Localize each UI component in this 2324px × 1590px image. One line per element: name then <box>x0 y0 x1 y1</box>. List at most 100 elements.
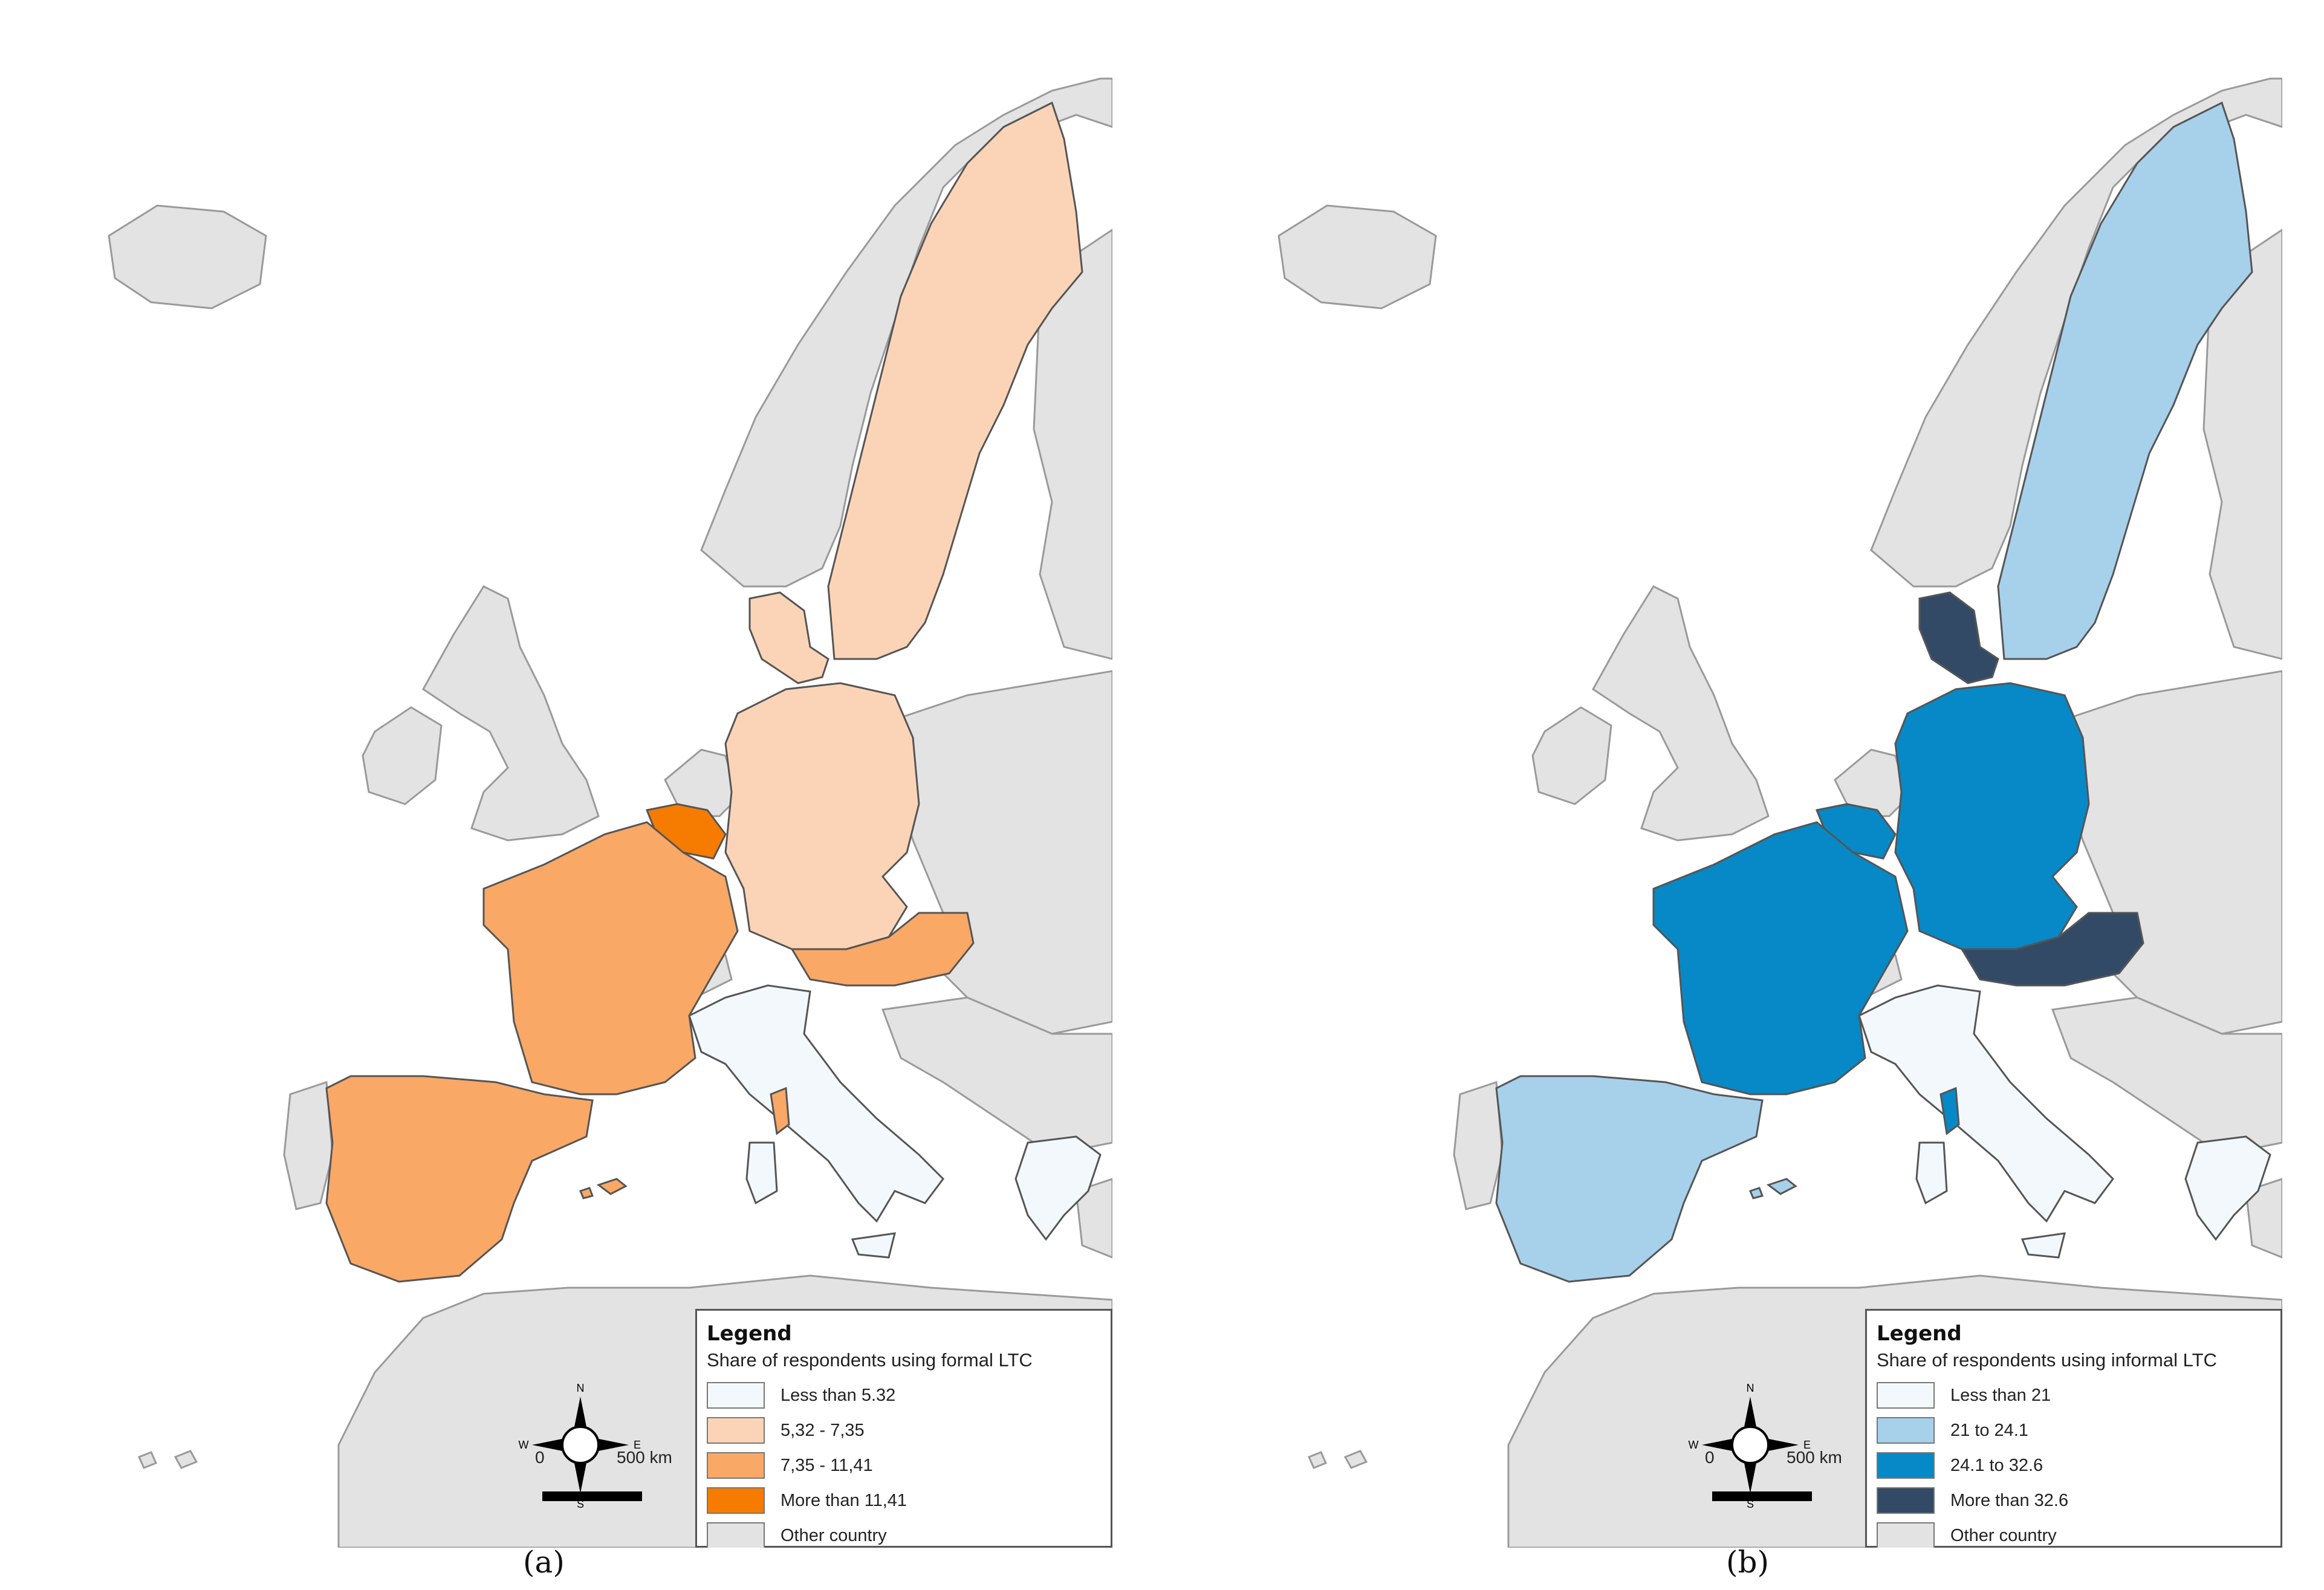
legend-row: 7,35 - 11,41 <box>707 1450 1101 1481</box>
country-spain <box>325 1075 594 1283</box>
legend-rows: Less than 21 21 to 24.1 24.1 to 32.6 More t… <box>1877 1380 2271 1548</box>
scale-bar: 0 500 km <box>1705 1448 1886 1508</box>
compass-rose: N S E W <box>519 1382 641 1510</box>
legend-label: Other country <box>781 1525 887 1545</box>
legend-swatch <box>1877 1522 1935 1548</box>
compass-north: N <box>1747 1382 1754 1394</box>
great-britain <box>422 585 600 842</box>
legend: Legend Share of respondents using inform… <box>1865 1309 2282 1548</box>
canary-islands <box>137 1450 198 1469</box>
legend-swatch <box>707 1522 765 1548</box>
data-countries <box>325 101 1102 1283</box>
compass-east: E <box>1803 1439 1811 1451</box>
iceland <box>108 204 267 310</box>
map-frame: N S E W 0 500 km Legend Share of respond… <box>1255 54 2282 1548</box>
legend-label: Other country <box>1950 1525 2057 1545</box>
eastern-europe <box>2063 670 2282 1035</box>
country-france <box>1652 821 1909 1095</box>
norway <box>700 77 1112 588</box>
data-countries <box>1495 101 2271 1283</box>
legend-title: Legend <box>707 1322 792 1346</box>
compass-west: W <box>519 1439 529 1451</box>
finland-russia <box>1033 229 1112 660</box>
panel-caption-b: (b) <box>1726 1545 1770 1580</box>
ireland <box>1531 706 1612 805</box>
map-frame: N S E W 0 500 km Legend Share of respond… <box>85 54 1112 1548</box>
legend-label: 5,32 - 7,35 <box>781 1420 865 1440</box>
legend-label: 7,35 - 11,41 <box>781 1455 873 1475</box>
legend-row: Less than 5.32 <box>707 1380 1101 1411</box>
legend-swatch <box>707 1452 765 1479</box>
compass-south: S <box>1747 1498 1754 1510</box>
portugal <box>1453 1080 1504 1210</box>
compass-west: W <box>1689 1439 1699 1451</box>
great-britain <box>1592 585 1770 842</box>
canary-islands <box>1307 1450 1368 1469</box>
country-italy <box>1858 984 2114 1223</box>
legend-swatch <box>1877 1487 1935 1514</box>
legend-title: Legend <box>1877 1322 1962 1346</box>
legend-swatch <box>707 1417 765 1444</box>
compass-east: E <box>634 1439 641 1451</box>
country-denmark <box>1918 591 1999 684</box>
legend-swatch <box>707 1487 765 1514</box>
country-italy-sardinia <box>1915 1141 1948 1205</box>
map-panel-b: N S E W 0 500 km Legend Share of respond… <box>1255 54 2282 1548</box>
legend: Legend Share of respondents using formal… <box>695 1309 1112 1548</box>
scale-line <box>1712 1491 1812 1501</box>
turkey <box>2245 1178 2282 1259</box>
map-panel-a: N S E W 0 500 km Legend Share of respond… <box>85 54 1112 1548</box>
eastern-europe <box>894 670 1112 1035</box>
country-greece <box>1014 1135 1102 1241</box>
compass-north: N <box>577 1382 585 1394</box>
legend-label: Less than 5.32 <box>781 1385 896 1405</box>
country-spain-balearics <box>579 1178 628 1199</box>
legend-label: 24.1 to 32.6 <box>1950 1455 2043 1475</box>
scale-distance: 500 km <box>617 1448 672 1467</box>
country-greece <box>2184 1135 2271 1241</box>
legend-label: More than 32.6 <box>1950 1490 2069 1510</box>
legend-row: Other country <box>707 1520 1101 1548</box>
legend-row: More than 32.6 <box>1877 1485 2271 1516</box>
scale-line <box>542 1491 642 1501</box>
country-france <box>482 821 739 1095</box>
legend-swatch <box>1877 1452 1935 1479</box>
country-italy-sicily <box>851 1232 896 1259</box>
country-sweden <box>827 101 1083 660</box>
country-spain <box>1495 1075 1764 1283</box>
compass-south: S <box>577 1498 584 1510</box>
country-spain-balearics <box>1748 1178 1797 1199</box>
ireland <box>362 706 443 805</box>
country-germany <box>724 682 920 950</box>
legend-row: Other country <box>1877 1520 2271 1548</box>
scale-distance: 500 km <box>1787 1448 1842 1467</box>
legend-label: 21 to 24.1 <box>1950 1420 2028 1440</box>
country-italy-sicily <box>2021 1232 2066 1259</box>
country-sweden <box>1997 101 2253 660</box>
legend-swatch <box>707 1382 765 1409</box>
legend-label: More than 11,41 <box>781 1490 907 1510</box>
turkey <box>1075 1178 1112 1259</box>
country-austria <box>790 912 975 987</box>
legend-row: 5,32 - 7,35 <box>707 1415 1101 1446</box>
scale-bar: 0 500 km <box>535 1448 716 1508</box>
legend-swatch <box>1877 1417 1935 1444</box>
compass-rose: N S E W <box>1689 1382 1811 1510</box>
finland-russia <box>2202 229 2282 660</box>
country-italy-sardinia <box>745 1141 778 1205</box>
country-germany <box>1894 682 2090 950</box>
scale-start: 0 <box>1705 1448 1715 1467</box>
legend-row: 24.1 to 32.6 <box>1877 1450 2271 1481</box>
iceland <box>1277 204 1437 310</box>
legend-rows: Less than 5.32 5,32 - 7,35 7,35 - 11,41 Mor… <box>707 1380 1101 1548</box>
country-denmark <box>748 591 829 684</box>
country-france-corsica <box>1939 1086 1960 1135</box>
country-italy <box>688 984 944 1223</box>
legend-row: 21 to 24.1 <box>1877 1415 2271 1446</box>
legend-row: More than 11,41 <box>707 1485 1101 1516</box>
portugal <box>283 1080 334 1210</box>
scale-start: 0 <box>535 1448 545 1467</box>
legend-swatch <box>1877 1382 1935 1409</box>
country-france-corsica <box>770 1086 790 1135</box>
legend-subtitle: Share of respondents using formal LTC <box>707 1349 1033 1371</box>
